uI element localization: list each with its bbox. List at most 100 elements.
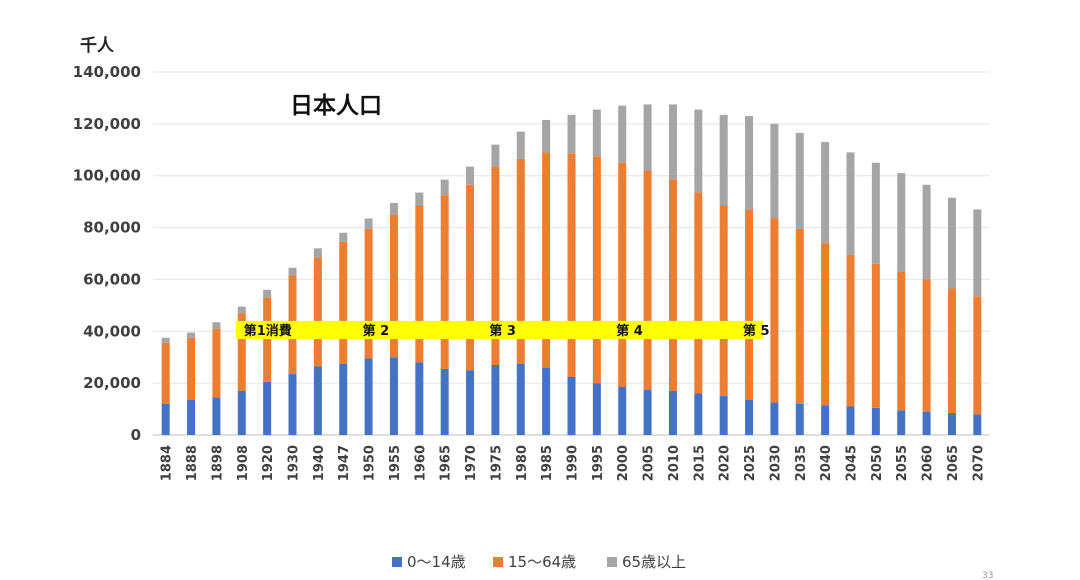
bar-young-2040 [821,405,830,435]
bar-working-2055 [897,271,906,411]
bar-young-1884 [161,403,170,435]
bar-young-2000 [618,387,627,435]
x-tick-label: 2065 [946,445,961,481]
bar-young-2025 [745,399,754,435]
x-tick-label: 1975 [489,445,504,481]
bar-working-2050 [871,263,880,408]
bar-young-2005 [643,389,652,435]
bar-young-1965 [440,368,449,435]
bar-working-2000 [618,162,627,388]
x-tick-label: 1888 [185,445,200,481]
era-label: 第 3 [489,323,516,339]
x-tick-label: 1965 [439,445,454,481]
x-tick-label: 1940 [312,445,327,481]
x-tick-label: 2070 [971,445,986,481]
x-tick-label: 2045 [845,445,860,481]
bar-young-2015 [694,393,703,435]
bar-elderly-1888 [187,332,196,338]
bar-young-1970 [466,370,475,435]
bar-young-1940 [313,366,322,435]
bar-young-1985 [542,367,551,435]
era-band: 第1消費 第 2 第 3 第 4 第 5 [235,320,770,340]
bar-elderly-1960 [415,192,424,206]
bar-young-1975 [491,364,500,435]
bar-young-2055 [897,410,906,435]
x-tick-label: 2015 [692,445,707,481]
bar-young-1908 [237,390,246,435]
bar-young-2050 [871,407,880,435]
bar-elderly-1965 [440,179,449,196]
bar-young-1898 [212,397,221,435]
bar-elderly-2040 [821,142,830,244]
era-band-highlight [235,320,764,340]
era-label: 第 4 [616,323,643,339]
legend-swatch [392,557,402,567]
bar-young-1888 [187,399,196,435]
bar-working-1955 [389,214,398,358]
x-tick-label: 2025 [743,445,758,481]
bar-working-2005 [643,170,652,390]
bar-working-1908 [237,313,246,391]
bar-elderly-2000 [618,105,627,163]
bar-working-1965 [440,195,449,369]
x-tick-label: 1960 [413,445,428,481]
bar-working-1970 [466,184,475,371]
bar-elderly-1950 [364,218,373,229]
bar-elderly-2005 [643,104,652,171]
bar-young-2070 [973,414,982,435]
y-axis: 0 20,000 40,000 60,000 80,000 100,000 120,000 1… [73,63,141,444]
legend: 0～14歳 15～64歳 65歳以上 [392,553,686,571]
x-tick-label: 2050 [870,445,885,481]
x-tick-label: 1990 [566,445,581,481]
bar-elderly-2015 [694,109,703,193]
bar-elderly-2010 [668,104,677,180]
bar-young-1920 [263,381,272,435]
bar-working-2060 [922,279,931,412]
bar-working-2030 [770,218,779,403]
x-tick-label: 2020 [718,445,733,481]
bar-elderly-2070 [973,209,982,297]
era-label: 第 2 [363,323,390,339]
bar-young-1950 [364,358,373,435]
legend-label: 65歳以上 [622,553,686,571]
bar-young-1947 [339,363,348,435]
bar-young-1960 [415,362,424,435]
bar-young-1930 [288,374,297,435]
bar-elderly-1908 [237,306,246,314]
bar-working-1995 [592,156,601,384]
bar-elderly-1980 [516,131,525,159]
bar-elderly-1955 [389,202,398,215]
x-tick-label: 1898 [210,445,225,481]
bar-young-2020 [719,396,728,435]
bar-elderly-2045 [846,152,855,255]
x-tick-label: 1970 [464,445,479,481]
bar-elderly-1930 [288,267,297,276]
x-tick-label: 1884 [160,445,175,481]
x-tick-label: 2005 [642,445,657,481]
bar-working-2045 [846,254,855,407]
bar-elderly-2065 [947,197,956,289]
y-tick-label: 80,000 [83,219,141,237]
bar-elderly-2025 [745,116,754,210]
legend-label: 15～64歳 [508,553,576,571]
bar-working-2065 [947,288,956,413]
bar-elderly-1995 [592,109,601,157]
bar-working-1975 [491,166,500,365]
bar-working-2070 [973,296,982,415]
x-tick-label: 1980 [515,445,530,481]
x-tick-label: 2010 [667,445,682,481]
bar-elderly-1975 [491,144,500,167]
bar-working-1990 [567,153,576,377]
bar-elderly-1884 [161,337,170,343]
bar-working-1950 [364,228,373,359]
x-tick-label: 1908 [236,445,251,481]
bar-working-2035 [795,228,804,404]
x-tick-label: 1950 [363,445,378,481]
bar-working-2025 [745,209,754,400]
bar-elderly-2055 [897,173,906,272]
x-tick-label: 2060 [921,445,936,481]
x-axis: 1884 1888 1898 1908 1920 1930 1940 1947 1950 1955… [160,445,987,481]
x-tick-label: 1985 [540,445,555,481]
x-tick-label: 1947 [337,445,352,481]
